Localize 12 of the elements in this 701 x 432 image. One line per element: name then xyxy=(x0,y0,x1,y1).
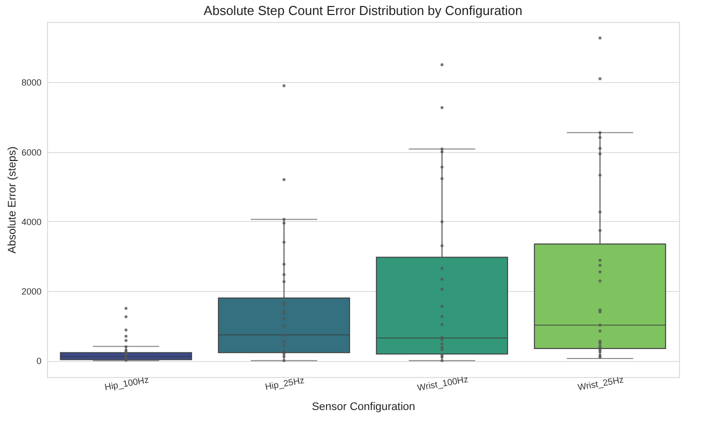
y-tick-label: 2000 xyxy=(21,286,42,297)
x-tick-label: Hip_25Hz xyxy=(264,375,306,392)
x-tick-label: Hip_100Hz xyxy=(104,374,150,392)
y-tick-label: 8000 xyxy=(21,78,42,88)
x-axis-title: Sensor Configuration xyxy=(312,400,416,413)
x-tick-label: Wrist_25Hz xyxy=(577,374,625,392)
y-tick-label: 4000 xyxy=(21,216,42,227)
y-axis-title: Absolute Error (steps) xyxy=(6,146,18,254)
y-tick-label: 0 xyxy=(36,356,42,366)
x-tick-label: Wrist_100Hz xyxy=(416,374,470,393)
y-tick-label: 6000 xyxy=(21,147,42,158)
chart-title: Absolute Step Count Error Distribution by Configuration xyxy=(204,3,522,18)
